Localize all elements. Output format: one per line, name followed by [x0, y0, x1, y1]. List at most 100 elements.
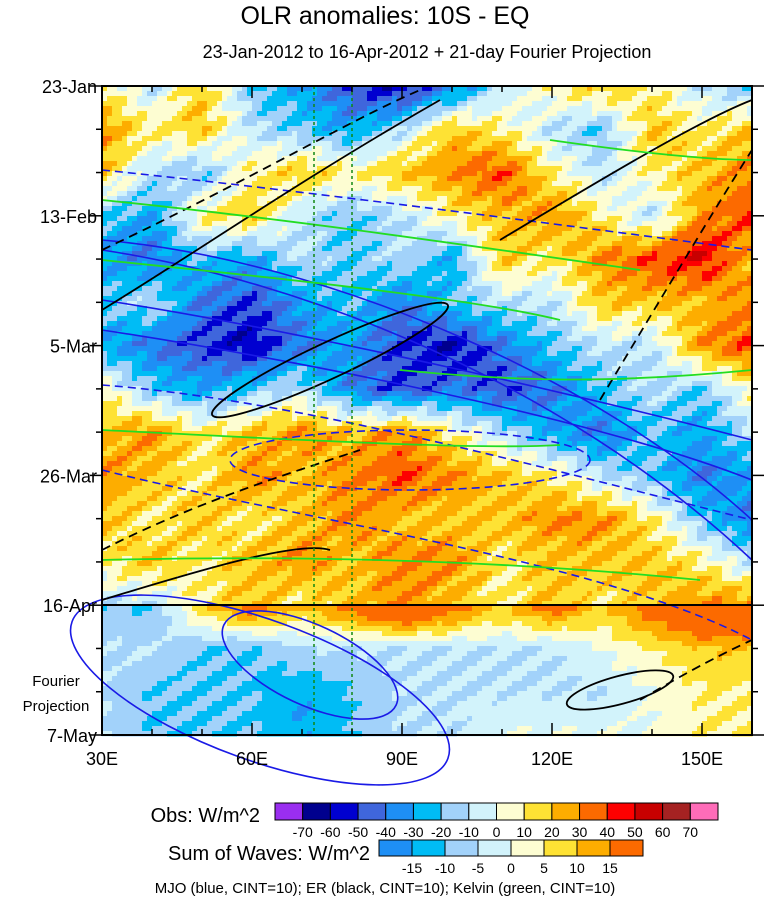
field-cell: [557, 271, 563, 277]
field-cell: [337, 276, 343, 282]
field-cell: [742, 196, 748, 202]
field-cell: [212, 171, 218, 177]
field-cell: [362, 96, 368, 102]
field-cell: [192, 166, 198, 172]
field-cell: [727, 211, 733, 217]
field-cell: [367, 196, 373, 202]
field-cell: [382, 166, 388, 172]
field-cell: [677, 131, 683, 137]
field-cell: [142, 216, 148, 222]
field-cell: [327, 261, 333, 267]
field-cell: [612, 246, 618, 252]
field-cell: [522, 266, 528, 272]
field-cell: [137, 156, 143, 162]
field-cell: [452, 166, 458, 172]
field-cell: [227, 206, 233, 212]
field-cell: [222, 236, 228, 242]
field-cell: [632, 201, 638, 207]
field-cell: [517, 236, 523, 242]
field-cell: [372, 161, 378, 167]
field-cell: [302, 166, 308, 172]
field-cell: [547, 271, 553, 277]
field-cell: [647, 216, 653, 222]
field-cell: [172, 266, 178, 272]
field-cell: [472, 136, 478, 142]
field-cell: [362, 176, 368, 182]
field-cell: [372, 156, 378, 162]
field-cell: [637, 186, 643, 192]
field-cell: [737, 121, 743, 127]
field-cell: [367, 91, 373, 97]
field-cell: [577, 161, 583, 167]
field-cell: [352, 91, 358, 97]
field-cell: [207, 251, 213, 257]
field-cell: [597, 196, 603, 202]
field-cell: [117, 241, 123, 247]
field-cell: [677, 181, 683, 187]
field-cell: [477, 181, 483, 187]
field-cell: [162, 251, 168, 257]
field-cell: [227, 201, 233, 207]
field-cell: [737, 221, 743, 227]
field-cell: [182, 241, 188, 247]
field-cell: [652, 161, 658, 167]
field-cell: [442, 246, 448, 252]
field-cell: [627, 136, 633, 142]
field-cell: [112, 261, 118, 267]
field-cell: [262, 121, 268, 127]
field-cell: [187, 201, 193, 207]
field-cell: [647, 126, 653, 132]
field-cell: [102, 256, 108, 262]
field-cell: [357, 266, 363, 272]
field-cell: [697, 171, 703, 177]
field-cell: [167, 271, 173, 277]
field-cell: [402, 206, 408, 212]
field-cell: [677, 141, 683, 147]
field-cell: [737, 161, 743, 167]
field-cell: [232, 151, 238, 157]
field-cell: [647, 176, 653, 182]
field-cell: [702, 196, 708, 202]
field-cell: [622, 136, 628, 142]
field-cell: [312, 221, 318, 227]
field-cell: [527, 241, 533, 247]
field-cell: [322, 176, 328, 182]
field-cell: [702, 216, 708, 222]
field-cell: [697, 141, 703, 147]
field-cell: [437, 256, 443, 262]
field-cell: [342, 121, 348, 127]
field-cell: [542, 236, 548, 242]
field-cell: [292, 176, 298, 182]
field-cell: [257, 121, 263, 127]
field-cell: [377, 181, 383, 187]
field-cell: [182, 136, 188, 142]
field-cell: [287, 181, 293, 187]
field-cell: [522, 141, 528, 147]
field-cell: [672, 206, 678, 212]
field-cell: [192, 96, 198, 102]
field-cell: [267, 141, 273, 147]
field-cell: [177, 156, 183, 162]
field-cell: [102, 126, 108, 132]
field-cell: [197, 116, 203, 122]
field-cell: [582, 176, 588, 182]
field-cell: [262, 156, 268, 162]
field-cell: [252, 86, 258, 92]
field-cell: [217, 221, 223, 227]
field-cell: [147, 271, 153, 277]
field-cell: [232, 186, 238, 192]
field-cell: [422, 111, 428, 117]
field-cell: [382, 116, 388, 122]
field-cell: [737, 146, 743, 152]
field-cell: [672, 171, 678, 177]
field-cell: [362, 276, 368, 282]
field-cell: [422, 261, 428, 267]
field-cell: [397, 241, 403, 247]
field-cell: [727, 166, 733, 172]
field-cell: [597, 211, 603, 217]
field-cell: [357, 196, 363, 202]
field-cell: [182, 121, 188, 127]
field-cell: [657, 111, 663, 117]
field-cell: [612, 176, 618, 182]
field-cell: [732, 86, 738, 92]
